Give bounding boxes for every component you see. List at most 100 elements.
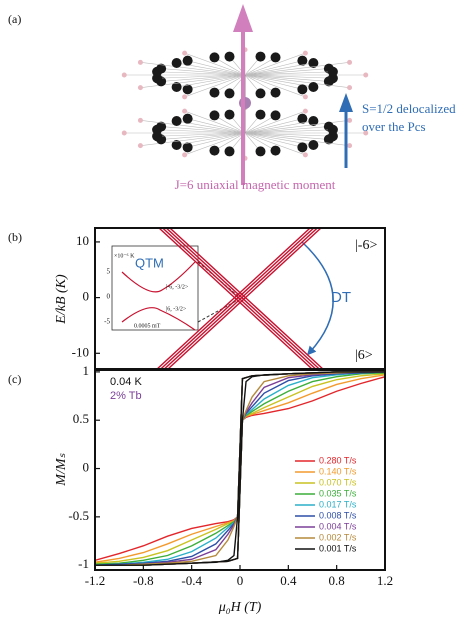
atom [327, 66, 338, 77]
bond [187, 118, 246, 134]
state-label: |-6> [355, 238, 377, 253]
inset-curve [121, 307, 196, 331]
transition-label: DT [331, 289, 351, 306]
inset-state: |-6, -3/2> [166, 284, 189, 290]
bond [187, 74, 246, 90]
y-tick-label: 0 [83, 289, 90, 304]
bond [214, 57, 246, 76]
x-tick-label: 0.4 [280, 573, 297, 588]
moment-arrow-head [233, 4, 253, 32]
y-axis-label: E/kB (K) [54, 274, 69, 325]
legend-label: 0.280 T/s [319, 455, 357, 465]
inset-state: |6, -3/2> [166, 306, 187, 312]
atom [308, 140, 319, 151]
x-axis-label: μ₀H (T) [218, 600, 262, 615]
bond [157, 74, 246, 79]
bond [244, 132, 350, 146]
atom [171, 57, 182, 68]
atom [302, 152, 308, 158]
bond [161, 74, 246, 82]
atom [182, 113, 193, 124]
atom [270, 110, 281, 121]
bond [244, 120, 314, 134]
atom [297, 55, 308, 66]
atom [182, 108, 188, 114]
atom [224, 109, 235, 120]
atom [171, 82, 182, 93]
atom [302, 50, 308, 56]
state-label: |6> [355, 348, 373, 363]
x-tick-label: -0.4 [181, 573, 202, 588]
atom [209, 145, 220, 156]
atom [308, 57, 319, 68]
bond [140, 74, 246, 88]
atom [182, 142, 193, 153]
x-tick-label: -0.8 [133, 573, 154, 588]
bond [244, 74, 276, 93]
y-tick-label: 0.5 [73, 411, 89, 426]
atom [270, 145, 281, 156]
bond [244, 132, 306, 156]
legend-label: 0.017 T/s [319, 499, 357, 509]
bond [161, 126, 246, 134]
bond [244, 129, 333, 134]
bond [187, 132, 246, 148]
atom [327, 124, 338, 135]
atom [347, 59, 353, 65]
bond [140, 62, 246, 76]
atom [347, 85, 353, 91]
spin-arrow-head [339, 93, 353, 112]
bond [244, 118, 303, 134]
y-tick-label: -1 [78, 556, 89, 571]
inset-label: QTM [135, 255, 164, 270]
atom [182, 94, 188, 100]
bond [214, 115, 246, 134]
inset: QTM ×10⁻⁶ K 5 0 -5 |-6, -3/2> |6, -3/2> … [104, 245, 239, 331]
bond [244, 132, 329, 140]
atom [297, 113, 308, 124]
atom [156, 63, 167, 74]
legend-label: 0.008 T/s [319, 510, 357, 520]
inset-curve [121, 261, 196, 293]
x-tick-label: 1.2 [377, 573, 393, 588]
atom [137, 117, 143, 123]
bond [161, 132, 246, 140]
bond [244, 132, 276, 151]
atom [347, 117, 353, 123]
spin-label: S=1/2 delocalized [362, 101, 456, 116]
bond [244, 74, 333, 79]
data-line [162, 228, 319, 370]
bond [184, 110, 246, 134]
bond [244, 52, 306, 76]
bond [161, 68, 246, 76]
atom [255, 146, 266, 157]
bond [244, 60, 303, 76]
legend-label: 0.004 T/s [319, 521, 357, 531]
bond [244, 115, 276, 134]
bond [244, 74, 350, 88]
bond [244, 132, 333, 137]
doping-label: 2% Tb [110, 390, 142, 402]
panel-label: (c) [8, 372, 21, 386]
y-tick-label: 10 [76, 233, 89, 248]
bond [244, 57, 276, 76]
atom [121, 130, 127, 136]
data-line [166, 228, 322, 370]
atom [137, 85, 143, 91]
atom [171, 115, 182, 126]
atom [137, 143, 143, 149]
legend-label: 0.070 T/s [319, 477, 357, 487]
atom [209, 52, 220, 63]
atom [209, 110, 220, 121]
inset-tick: 0 [107, 293, 111, 301]
inset-frame [111, 245, 199, 331]
data-line [95, 371, 385, 566]
atom [363, 72, 369, 78]
bond [176, 132, 246, 146]
bond [184, 132, 246, 156]
atom [182, 50, 188, 56]
bond [244, 71, 333, 76]
atom [270, 52, 281, 63]
legend-label: 0.002 T/s [319, 532, 357, 542]
